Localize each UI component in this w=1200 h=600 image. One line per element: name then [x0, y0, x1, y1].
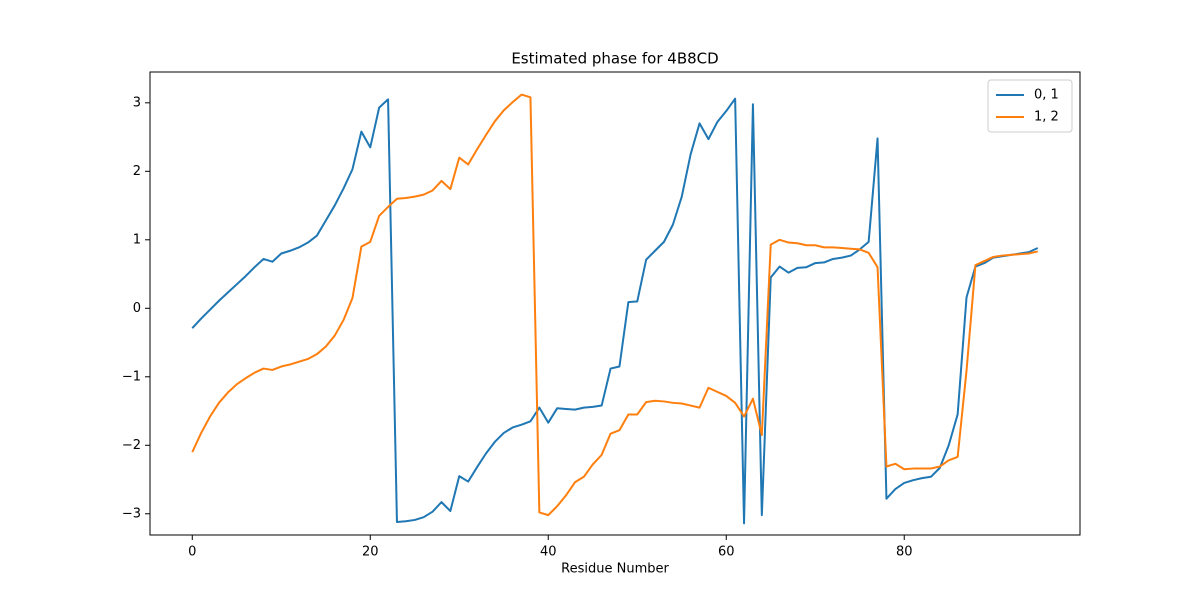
- series-line: [191, 93, 1038, 517]
- x-tick-label: 40: [540, 545, 557, 560]
- legend-box: [987, 79, 1073, 133]
- y-tick-label: −2: [122, 438, 141, 453]
- x-axis-label: Residue Number: [561, 562, 669, 577]
- legend-label: 1, 2: [1034, 110, 1059, 125]
- y-tick-label: −1: [122, 369, 141, 384]
- x-tick-label: 20: [362, 545, 379, 560]
- y-tick-label: 2: [133, 164, 141, 179]
- legend-label: 0, 1: [1034, 88, 1059, 103]
- chart-title: Estimated phase for 4B8CD: [511, 50, 718, 68]
- x-tick-label: 0: [188, 545, 196, 560]
- y-tick-label: 1: [133, 232, 141, 247]
- y-tick-label: −3: [122, 506, 141, 521]
- plot-frame: [149, 71, 1081, 536]
- x-tick-label: 80: [896, 545, 913, 560]
- y-tick-label: 0: [133, 301, 141, 316]
- y-tick-label: 3: [133, 95, 141, 110]
- series-line: [191, 97, 1039, 525]
- x-tick-label: 60: [718, 545, 735, 560]
